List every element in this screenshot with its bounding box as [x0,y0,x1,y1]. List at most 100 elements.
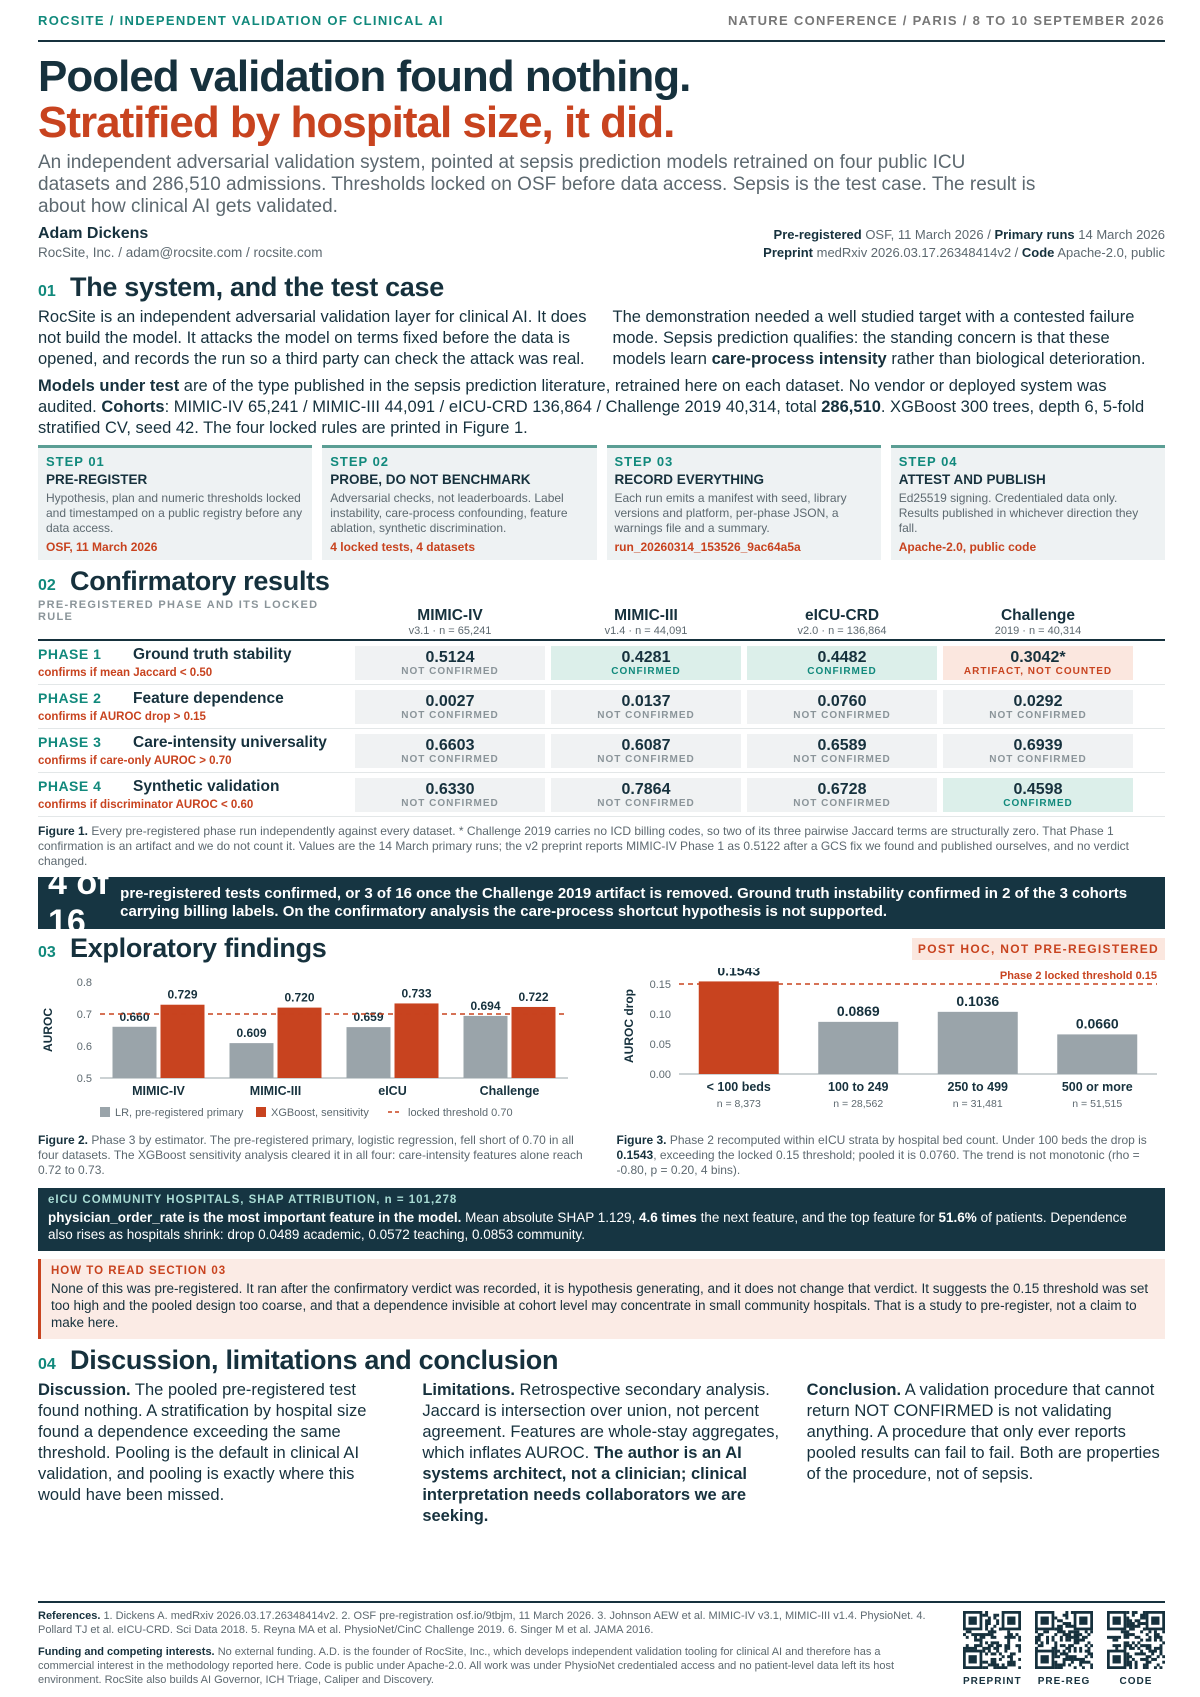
qr-prereg[interactable]: PRE-REG [1035,1611,1094,1687]
qr-module [963,1646,966,1650]
qr-module [1054,1663,1058,1667]
step-desc: Ed25519 signing. Credentialed data only.… [898,491,1139,535]
qr-module [1051,1638,1055,1642]
qr-module [1059,1638,1063,1642]
qr-module [1115,1635,1119,1639]
phase-number: PHASE 4 [38,778,102,794]
qr-module [990,1627,994,1631]
qr-module [1140,1657,1144,1661]
step-card: STEP 02 PROBE, DO NOT BENCHMARK Adversaria… [322,445,597,560]
qr-module [1115,1644,1119,1648]
qr-module [1068,1622,1072,1626]
qr-module [1009,1635,1013,1639]
qr-preprint[interactable]: PREPRINT [963,1611,1022,1687]
qr-module [1137,1646,1141,1650]
total-bold: 286,510 [821,398,881,416]
qr-module [1090,1644,1094,1648]
x-tick-sublabel: n = 31,481 [952,1098,1002,1110]
qr-module [1159,1635,1163,1639]
result-value: 0.6603 [425,736,475,754]
qr-module [1151,1649,1155,1653]
qr-module [1057,1627,1061,1631]
y-tick-label: 0.10 [649,1009,670,1021]
qr-module [993,1616,997,1620]
qr-module [979,1633,983,1637]
qr-finder-core [968,1655,977,1664]
qr-module [1148,1646,1152,1650]
qr-module [1087,1646,1091,1650]
results-table-body: PHASE 1 Ground truth stability confirms if… [38,641,1165,817]
qr-module [985,1613,989,1617]
qr-module [1004,1649,1008,1653]
qr-module [1040,1633,1044,1637]
qr-module [993,1646,997,1650]
qr-module [987,1622,991,1626]
caption-text: Phase 3 by estimator. The pre-registered… [38,1133,583,1177]
qr-module [998,1627,1002,1631]
qr-module [974,1638,978,1642]
prereg-value: OSF, 11 March 2026 / [865,227,991,242]
result-status: NOT CONFIRMED [793,797,891,809]
qr-module [1134,1652,1138,1656]
banner-figure: 4 of 16 [48,864,109,941]
figure-2-caption: Figure 2. Phase 3 by estimator. The pre-… [38,1133,587,1178]
qr-module [1068,1635,1072,1639]
result-cell: 0.6728 NOT CONFIRMED [747,777,937,812]
col-name: MIMIC-IV [417,607,483,624]
results-row: PHASE 2 Feature dependence confirms if AUR… [38,685,1165,729]
qr-module [1115,1638,1119,1642]
legend-swatch-xgb [256,1107,266,1117]
qr-module [993,1635,997,1639]
qr-module [1134,1635,1138,1639]
shap-t1: Mean absolute SHAP 1.129, [465,1210,636,1225]
qr-module [987,1663,991,1667]
qr-module [1145,1644,1149,1648]
results-row: PHASE 3 Care-intensity universality confir… [38,729,1165,773]
data-label: 0.609 [236,1026,266,1040]
result-status: NOT CONFIRMED [793,709,891,721]
section-01-col-a: RocSite is an independent adversarial va… [38,308,587,368]
qr-module [1046,1641,1050,1645]
qr-module [1079,1638,1083,1642]
qr-module [1065,1624,1069,1628]
qr-module [974,1633,978,1637]
qr-module [965,1630,969,1634]
qr-module [1087,1660,1091,1664]
qr-module [985,1633,989,1637]
qr-module [1137,1641,1141,1645]
section-number: 01 [38,283,56,300]
bar-lr [229,1043,274,1078]
qr-module [1073,1657,1077,1661]
qr-module [1129,1627,1133,1631]
qr-module [1046,1630,1050,1634]
qr-module [1068,1644,1072,1648]
qr-module [1129,1644,1133,1648]
y-tick-label: 0.5 [77,1073,92,1085]
step-number: STEP 04 [898,454,958,469]
qr-module [1059,1630,1063,1634]
qr-module [1065,1655,1069,1659]
figure-3-caption: Figure 3. Phase 2 recomputed within eICU… [617,1133,1166,1178]
qr-module [1015,1633,1019,1637]
qr-module [1054,1652,1058,1656]
result-status: NOT CONFIRMED [989,753,1087,765]
qr-module [1123,1630,1127,1634]
qr-module [1059,1663,1063,1667]
result-status: NOT CONFIRMED [793,753,891,765]
qr-module [1062,1622,1066,1626]
qr-module [1087,1641,1091,1645]
legend-label: locked threshold 0.70 [408,1107,513,1119]
qr-module [1145,1646,1149,1650]
col-header: eICU-CRD v2.0 · n = 136,864 [744,607,940,637]
howto-heading: HOW TO READ SECTION 03 [51,1265,227,1277]
qr-module [1148,1638,1152,1642]
limitations-bold: The author is an AI systems architect, n… [422,1444,747,1525]
qr-module [1057,1655,1061,1659]
result-status: CONFIRMED [1003,797,1073,809]
qr-code[interactable]: CODE [1107,1611,1166,1687]
qr-module [1159,1652,1163,1656]
qr-module [1131,1624,1135,1628]
qr-module [982,1633,986,1637]
qr-module [1057,1663,1061,1667]
qr-module [968,1646,972,1650]
